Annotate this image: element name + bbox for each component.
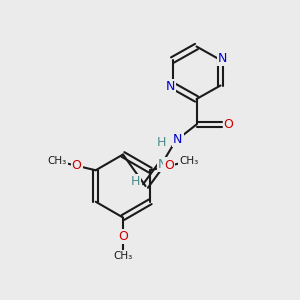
Text: N: N [218, 52, 228, 65]
Text: N: N [173, 133, 183, 146]
Text: H: H [130, 175, 140, 188]
Text: CH₃: CH₃ [48, 156, 67, 166]
Text: CH₃: CH₃ [179, 156, 198, 166]
Text: N: N [158, 158, 167, 171]
Text: N: N [165, 80, 175, 94]
Text: O: O [118, 230, 128, 243]
Text: O: O [72, 159, 82, 172]
Text: O: O [224, 118, 233, 131]
Text: O: O [164, 159, 174, 172]
Text: H: H [157, 136, 167, 149]
Text: CH₃: CH₃ [113, 251, 133, 261]
